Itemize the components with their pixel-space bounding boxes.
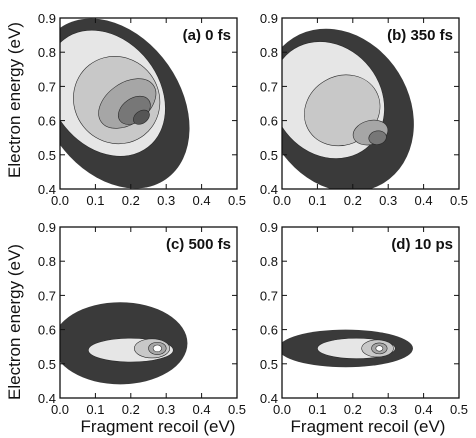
- x-tick-label: 0.0: [51, 193, 69, 208]
- y-tick-label: 0.6: [260, 114, 278, 129]
- x-tick-label: 0.4: [193, 402, 211, 417]
- y-tick-label: 0.7: [38, 288, 56, 303]
- y-tick-label: 0.4: [260, 182, 278, 197]
- x-axis-label-left: Fragment recoil (eV): [81, 417, 236, 436]
- contour-levels: [282, 28, 414, 189]
- x-tick-label: 0.1: [86, 402, 104, 417]
- y-axis-label-top: Electron energy (eV): [5, 22, 24, 178]
- x-tick-label: 0.3: [157, 193, 175, 208]
- y-tick-label: 0.5: [38, 357, 56, 372]
- y-axis-label-bottom: Electron energy (eV): [5, 244, 24, 400]
- y-tick-label: 0.6: [38, 323, 56, 338]
- y-tick-label: 0.8: [38, 254, 56, 269]
- y-tick-label: 0.8: [38, 45, 56, 60]
- panel-annotation: (a) 0 fs: [183, 27, 231, 44]
- plot-frame: [59, 17, 238, 190]
- contour-level-5: [152, 344, 162, 353]
- x-tick-label: 0.1: [86, 193, 104, 208]
- x-tick-label: 0.3: [379, 193, 397, 208]
- x-tick-label: 0.4: [415, 402, 433, 417]
- panel-b: 0.0 0.1 0.2 0.3 0.4 0.5 0.4 0.5 0.6 0.7 0.8 0.9 (b) …: [260, 11, 468, 208]
- y-tick-label: 0.4: [260, 391, 278, 406]
- plot-frame: [281, 226, 460, 399]
- y-tick-label: 0.9: [38, 220, 56, 235]
- panel-a: 0.0 0.1 0.2 0.3 0.4 0.5 0.4 0.5 0.6 0.7 0.8 0.9 (a) …: [38, 11, 246, 208]
- x-tick-label: 0.2: [344, 402, 362, 417]
- contour-levels: [282, 329, 413, 368]
- y-tick-label: 0.6: [260, 323, 278, 338]
- contour-levels: [60, 18, 190, 189]
- contour-level-5: [375, 345, 384, 352]
- y-tick-label: 0.6: [38, 114, 56, 129]
- plot-frame: [59, 226, 238, 399]
- y-tick-label: 0.9: [38, 11, 56, 26]
- y-tick-label: 0.5: [260, 357, 278, 372]
- y-tick-label: 0.5: [260, 148, 278, 163]
- x-tick-label: 0.0: [51, 402, 69, 417]
- contour-level-6: [133, 109, 150, 125]
- y-tick-label: 0.7: [38, 79, 56, 94]
- x-tick-label: 0.0: [273, 402, 291, 417]
- x-tick-label: 0.2: [344, 193, 362, 208]
- y-tick-label: 0.8: [260, 254, 278, 269]
- y-tick-label: 0.4: [38, 391, 56, 406]
- y-tick-label: 0.9: [260, 220, 278, 235]
- x-tick-label: 0.4: [415, 193, 433, 208]
- panel-d: 0.0 0.1 0.2 0.3 0.4 0.5 0.4 0.5 0.6 0.7 0.8 0.9 (d) …: [260, 220, 468, 417]
- panel-c: 0.0 0.1 0.2 0.3 0.4 0.5 0.4 0.5 0.6 0.7 0.8 0.9 (c) …: [38, 220, 246, 417]
- y-tick-label: 0.4: [38, 182, 56, 197]
- y-tick-label: 0.5: [38, 148, 56, 163]
- x-tick-label: 0.0: [273, 193, 291, 208]
- x-tick-label: 0.5: [228, 402, 246, 417]
- contour-level-5: [368, 130, 387, 145]
- x-tick-label: 0.3: [157, 402, 175, 417]
- plot-frame: [281, 17, 460, 190]
- x-tick-label: 0.1: [308, 193, 326, 208]
- y-tick-label: 0.9: [260, 11, 278, 26]
- panel-annotation: (c) 500 fs: [166, 236, 231, 253]
- panel-annotation: (b) 350 fs: [387, 27, 453, 44]
- x-tick-label: 0.5: [450, 402, 468, 417]
- contour-levels: [60, 302, 188, 385]
- x-tick-label: 0.1: [308, 402, 326, 417]
- x-tick-label: 0.4: [193, 193, 211, 208]
- y-tick-label: 0.7: [260, 79, 278, 94]
- panel-annotation: (d) 10 ps: [391, 236, 453, 253]
- y-tick-label: 0.8: [260, 45, 278, 60]
- x-tick-label: 0.2: [122, 193, 140, 208]
- x-tick-label: 0.3: [379, 402, 397, 417]
- x-axis-label-right: Fragment recoil (eV): [291, 417, 446, 436]
- x-tick-label: 0.5: [450, 193, 468, 208]
- x-tick-label: 0.5: [228, 193, 246, 208]
- y-tick-label: 0.7: [260, 288, 278, 303]
- x-tick-label: 0.2: [122, 402, 140, 417]
